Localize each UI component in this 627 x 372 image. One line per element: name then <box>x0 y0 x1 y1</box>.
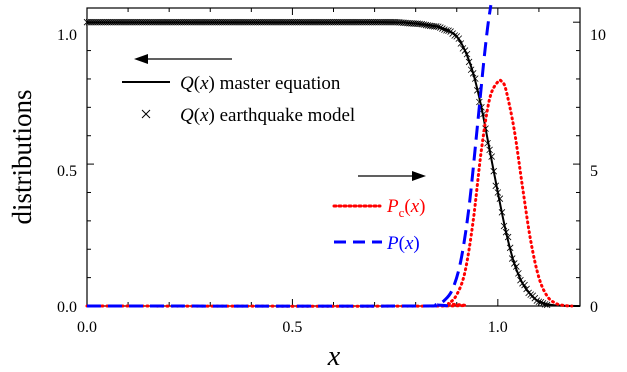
left-arrow-head <box>134 54 148 64</box>
legend-p-label: P(x) <box>386 233 420 254</box>
y-right-tick-label: 0 <box>590 299 598 316</box>
x-tick-label: 0.0 <box>77 319 97 336</box>
series-pc-line <box>85 78 574 308</box>
y-right-tick-label: 10 <box>590 27 606 44</box>
x-tick-label: 0.5 <box>282 319 302 336</box>
legend-earthquake-marker <box>141 109 151 119</box>
x-tick-label: 1.0 <box>488 319 508 336</box>
y-left-tick-label: 0.5 <box>57 163 77 180</box>
legend-pc-label: Pc(x) <box>386 196 425 220</box>
legend-q: Q(x) master equation Q(x) earthquake mod… <box>122 73 355 126</box>
left-arrow <box>134 54 232 64</box>
y-left-tick-label: 0.0 <box>57 299 77 316</box>
x-tick-labels: 0.0 0.5 1.0 <box>77 319 508 336</box>
ticks <box>86 8 581 307</box>
right-arrow-head <box>412 171 426 181</box>
series-layer <box>83 4 581 309</box>
y-right-tick-label: 5 <box>590 163 598 180</box>
y-axis-title: distributions <box>7 89 37 224</box>
series-master-line <box>87 21 581 307</box>
legend-p: Pc(x) P(x) <box>332 196 425 254</box>
y-right-tick-labels: 0 5 10 <box>590 27 606 316</box>
x-axis-title: x <box>327 341 341 372</box>
series-p-line <box>86 4 493 308</box>
legend-earthquake-label: Q(x) earthquake model <box>180 105 355 126</box>
y-left-tick-labels: 0.0 0.5 1.0 <box>57 27 77 316</box>
right-arrow <box>358 171 426 181</box>
plot-frame <box>86 7 581 307</box>
y-left-tick-label: 1.0 <box>57 27 77 44</box>
legend-master-label: Q(x) master equation <box>180 73 341 94</box>
